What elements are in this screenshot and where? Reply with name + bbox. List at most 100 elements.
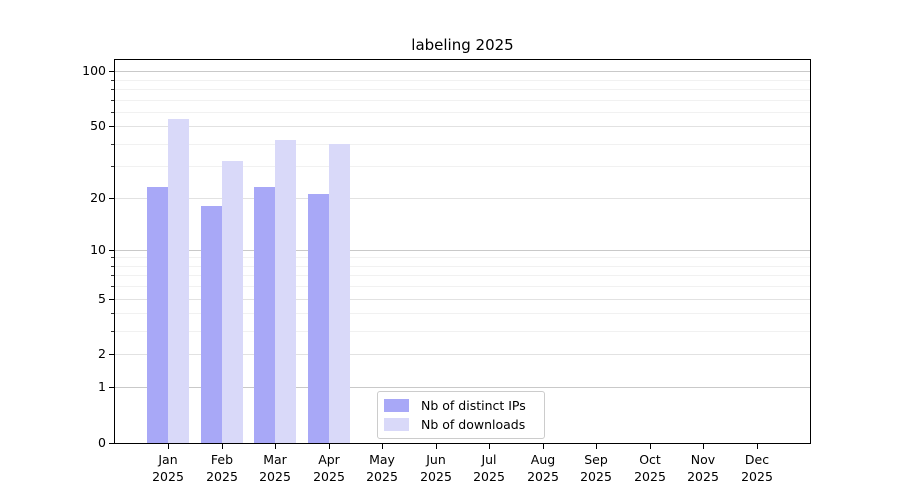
gridline-major (115, 198, 810, 199)
gridline-minor (115, 275, 810, 276)
x-tick-label-apr: Apr 2025 (297, 451, 361, 485)
dark-periwinkle-swatch (384, 399, 409, 412)
y-tick-label: 0 (98, 435, 106, 450)
x-tick-label-jul: Jul 2025 (457, 451, 521, 485)
y-tick-label: 1 (98, 379, 106, 394)
x-tick-label-dec: Dec 2025 (725, 451, 789, 485)
y-tick-mark-minor (111, 286, 114, 287)
gridline-minor (115, 166, 810, 167)
x-tick-month: Dec (744, 452, 770, 467)
gridline-major (115, 387, 810, 388)
x-tick-mark (543, 444, 544, 449)
x-tick-month: Oct (639, 452, 661, 467)
x-tick-year: 2025 (259, 469, 291, 484)
x-tick-year: 2025 (206, 469, 238, 484)
gridline-major (115, 354, 810, 355)
x-tick-mark (222, 444, 223, 449)
y-tick-mark-minor (111, 275, 114, 276)
x-tick-year: 2025 (634, 469, 666, 484)
x-tick-mark (329, 444, 330, 449)
y-tick-label: 10 (90, 242, 106, 257)
y-tick-mark-minor (111, 257, 114, 258)
bar-apr-distinct-ips (308, 194, 329, 443)
x-tick-month: Apr (318, 452, 340, 467)
x-tick-month: May (369, 452, 395, 467)
x-tick-year: 2025 (527, 469, 559, 484)
bar-jan-downloads (168, 119, 189, 443)
legend-label: Nb of distinct IPs (421, 398, 526, 413)
y-tick-label: 50 (90, 118, 106, 133)
bar-jan-distinct-ips (147, 187, 168, 443)
x-tick-year: 2025 (741, 469, 773, 484)
gridline-major (115, 126, 810, 127)
gridline-major (115, 250, 810, 251)
y-tick-mark (109, 443, 114, 444)
legend-row: Nb of downloads (384, 415, 536, 434)
y-tick-mark-minor (111, 331, 114, 332)
x-tick-year: 2025 (313, 469, 345, 484)
gridline-minor (115, 286, 810, 287)
x-tick-year: 2025 (152, 469, 184, 484)
x-tick-label-aug: Aug 2025 (511, 451, 575, 485)
gridline-major (115, 71, 810, 72)
y-tick-mark (109, 299, 114, 300)
x-tick-mark (703, 444, 704, 449)
x-tick-mark (596, 444, 597, 449)
x-tick-month: Jan (158, 452, 178, 467)
gridline-minor (115, 313, 810, 314)
y-tick-mark (109, 250, 114, 251)
y-tick-label: 2 (98, 346, 106, 361)
legend: Nb of distinct IPs Nb of downloads (377, 391, 545, 439)
y-tick-mark (109, 71, 114, 72)
x-tick-mark (436, 444, 437, 449)
gridline-minor (115, 266, 810, 267)
x-tick-year: 2025 (473, 469, 505, 484)
gridline-major (115, 299, 810, 300)
bar-feb-downloads (222, 161, 243, 443)
x-tick-mark (489, 444, 490, 449)
x-tick-year: 2025 (687, 469, 719, 484)
bar-apr-downloads (329, 144, 350, 443)
x-tick-mark (382, 444, 383, 449)
y-tick-mark (109, 126, 114, 127)
x-tick-month: Nov (690, 452, 716, 467)
x-tick-mark (650, 444, 651, 449)
gridline-minor (115, 331, 810, 332)
chart-title: labeling 2025 (411, 36, 514, 54)
x-tick-year: 2025 (420, 469, 452, 484)
gridline-minor (115, 112, 810, 113)
gridline-minor (115, 100, 810, 101)
y-tick-mark-minor (111, 80, 114, 81)
x-tick-label-mar: Mar 2025 (243, 451, 307, 485)
gridline-minor (115, 257, 810, 258)
x-tick-label-jun: Jun 2025 (404, 451, 468, 485)
y-tick-mark (109, 198, 114, 199)
x-tick-month: Mar (263, 452, 287, 467)
y-tick-mark-minor (111, 313, 114, 314)
gridline-minor (115, 80, 810, 81)
y-tick-mark (109, 354, 114, 355)
legend-label: Nb of downloads (421, 417, 526, 432)
x-tick-label-feb: Feb 2025 (190, 451, 254, 485)
x-tick-month: Jul (481, 452, 497, 467)
y-tick-label: 5 (98, 291, 106, 306)
x-tick-label-oct: Oct 2025 (618, 451, 682, 485)
x-tick-month: Sep (584, 452, 608, 467)
legend-row: Nb of distinct IPs (384, 396, 536, 415)
y-tick-mark-minor (111, 144, 114, 145)
y-tick-label: 20 (90, 190, 106, 205)
bar-feb-distinct-ips (201, 206, 222, 443)
gridline-minor (115, 144, 810, 145)
light-periwinkle-swatch (384, 418, 409, 431)
x-tick-year: 2025 (366, 469, 398, 484)
y-tick-mark (109, 387, 114, 388)
x-tick-year: 2025 (580, 469, 612, 484)
x-tick-month: Aug (530, 452, 556, 467)
x-tick-mark (275, 444, 276, 449)
x-tick-mark (168, 444, 169, 449)
x-tick-month: Feb (210, 452, 234, 467)
bar-mar-downloads (275, 140, 296, 443)
x-tick-label-may: May 2025 (350, 451, 414, 485)
x-tick-label-sep: Sep 2025 (564, 451, 628, 485)
